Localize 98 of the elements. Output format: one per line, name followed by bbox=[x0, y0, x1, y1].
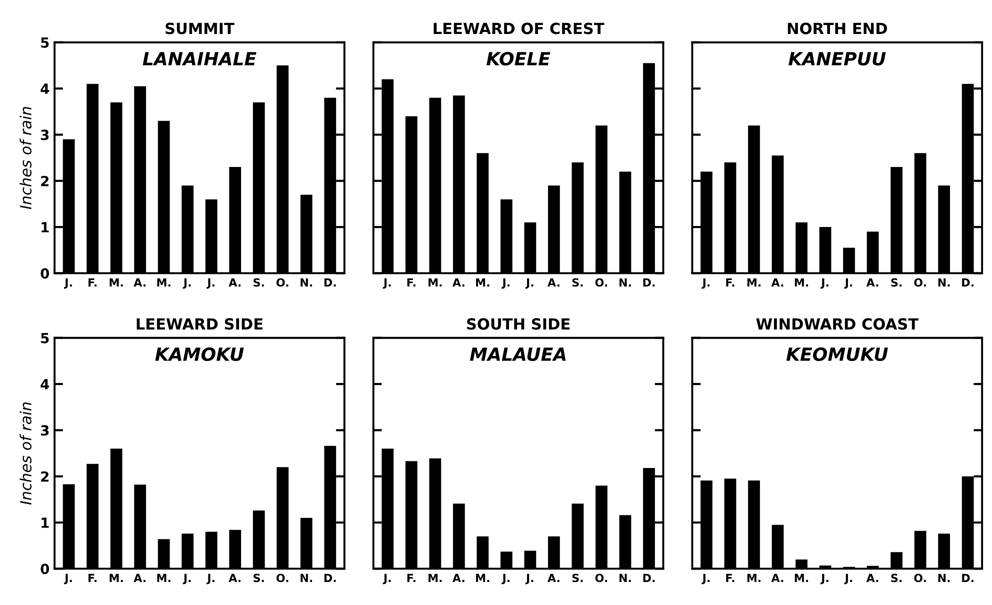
x-tick-label: J. bbox=[844, 278, 852, 289]
chart-subtitle: LANAIHALE bbox=[142, 52, 256, 66]
chart-subtitle: KOELE bbox=[486, 52, 550, 66]
x-tick-label: D. bbox=[324, 278, 336, 287]
y-axis-title: Inches of rain bbox=[20, 106, 32, 210]
x-tick-label: M. bbox=[157, 574, 170, 582]
x-tick-label: J. bbox=[502, 574, 510, 584]
x-tick-label: M. bbox=[476, 574, 490, 582]
y-tick-label: 2 bbox=[41, 176, 48, 186]
chart-subtitle: MALAUEA bbox=[470, 348, 566, 362]
y-tick-label: 0 bbox=[40, 564, 50, 574]
x-tick-label: J. bbox=[502, 278, 510, 289]
y-tick-label: 3 bbox=[40, 425, 49, 436]
x-tick-label: J. bbox=[382, 278, 391, 289]
y-tick-label: 4 bbox=[40, 379, 50, 390]
x-tick-label: M. bbox=[110, 278, 123, 287]
x-tick-label: N. bbox=[938, 574, 950, 582]
x-tick-label: M. bbox=[747, 278, 761, 287]
x-tick-label: J. bbox=[64, 278, 72, 289]
x-tick-label: A. bbox=[452, 574, 464, 582]
chart-title: LEEWARD OF CREST bbox=[434, 22, 604, 34]
y-tick-label: 4 bbox=[40, 84, 50, 94]
x-tick-label: M. bbox=[157, 278, 170, 287]
y-tick-label: 3 bbox=[40, 130, 49, 140]
x-tick-label: A. bbox=[547, 574, 560, 582]
x-tick-label: J. bbox=[820, 574, 828, 584]
x-tick-label: F. bbox=[726, 278, 734, 287]
chart-title: SUMMIT bbox=[166, 22, 234, 34]
x-tick-label: M. bbox=[476, 278, 490, 287]
x-tick-label: F. bbox=[88, 574, 97, 582]
y-tick-label: 0 bbox=[40, 268, 50, 279]
x-tick-label: A. bbox=[771, 278, 784, 287]
x-tick-label: A. bbox=[228, 574, 241, 582]
x-tick-label: F. bbox=[407, 278, 416, 287]
x-tick-label: D. bbox=[643, 574, 655, 582]
x-tick-label: J. bbox=[182, 278, 191, 289]
x-tick-label: D. bbox=[962, 574, 974, 582]
y-tick-label: 5 bbox=[41, 38, 49, 48]
x-tick-label: A. bbox=[452, 278, 464, 287]
chart-subtitle: KAMOKU bbox=[155, 347, 244, 362]
chart-subtitle: KANEPUU bbox=[788, 52, 886, 66]
x-tick-label: O. bbox=[914, 278, 926, 287]
chart-title: LEEWARD SIDE bbox=[136, 318, 262, 330]
x-tick-label: S. bbox=[891, 278, 902, 287]
x-tick-label: N. bbox=[300, 278, 312, 287]
x-tick-label: S. bbox=[254, 278, 264, 287]
x-tick-label: N. bbox=[938, 278, 950, 287]
x-tick-label: F. bbox=[407, 574, 416, 582]
y-tick-label: 1 bbox=[42, 222, 49, 232]
x-tick-label: J. bbox=[820, 278, 828, 289]
x-tick-label: F. bbox=[726, 574, 734, 582]
x-tick-label: J. bbox=[702, 574, 710, 584]
x-tick-label: M. bbox=[794, 574, 808, 582]
x-tick-label: J. bbox=[525, 278, 534, 289]
x-tick-label: J. bbox=[525, 574, 534, 584]
x-tick-label: A. bbox=[228, 278, 241, 287]
x-tick-label: O. bbox=[595, 574, 608, 582]
y-tick-label: 2 bbox=[41, 471, 48, 482]
x-tick-label: A. bbox=[547, 278, 560, 287]
x-tick-label: F. bbox=[88, 278, 97, 287]
x-tick-label: J. bbox=[844, 574, 852, 584]
x-tick-label: O. bbox=[276, 574, 288, 582]
x-tick-label: S. bbox=[572, 278, 583, 287]
x-tick-label: D. bbox=[962, 278, 974, 287]
x-tick-label: A. bbox=[771, 574, 784, 582]
x-tick-label: J. bbox=[702, 278, 710, 289]
x-tick-label: N. bbox=[300, 574, 312, 582]
x-tick-label: S. bbox=[572, 574, 583, 582]
x-tick-label: J. bbox=[382, 574, 391, 584]
x-tick-label: A. bbox=[866, 574, 878, 582]
x-tick-label: S. bbox=[891, 574, 902, 582]
x-tick-label: A. bbox=[866, 278, 878, 287]
x-tick-label: S. bbox=[254, 574, 264, 582]
x-tick-label: J. bbox=[206, 278, 214, 289]
x-tick-label: M. bbox=[747, 574, 761, 582]
chart-title: NORTH END bbox=[788, 22, 887, 34]
x-tick-label: J. bbox=[64, 574, 72, 584]
x-tick-label: M. bbox=[794, 278, 808, 287]
x-tick-label: M. bbox=[428, 574, 442, 582]
x-tick-label: O. bbox=[595, 278, 608, 287]
x-tick-label: A. bbox=[134, 278, 146, 287]
x-tick-label: J. bbox=[182, 574, 191, 584]
x-tick-label: M. bbox=[110, 574, 123, 582]
chart-subtitle: KEOMUKU bbox=[786, 347, 888, 362]
x-tick-label: D. bbox=[324, 574, 336, 582]
x-tick-label: A. bbox=[134, 574, 146, 582]
x-tick-label: O. bbox=[276, 278, 288, 287]
chart-title: WINDWARD COAST bbox=[756, 318, 918, 330]
x-tick-label: N. bbox=[619, 278, 631, 287]
x-tick-label: J. bbox=[206, 574, 214, 584]
y-axis-title: Inches of rain bbox=[20, 402, 32, 505]
x-tick-label: M. bbox=[428, 278, 442, 287]
x-tick-label: N. bbox=[619, 574, 631, 582]
x-tick-label: D. bbox=[643, 278, 655, 287]
y-tick-label: 1 bbox=[42, 518, 49, 528]
x-tick-label: O. bbox=[914, 574, 926, 582]
chart-title: SOUTH SIDE bbox=[467, 318, 570, 330]
y-tick-label: 5 bbox=[41, 332, 49, 344]
